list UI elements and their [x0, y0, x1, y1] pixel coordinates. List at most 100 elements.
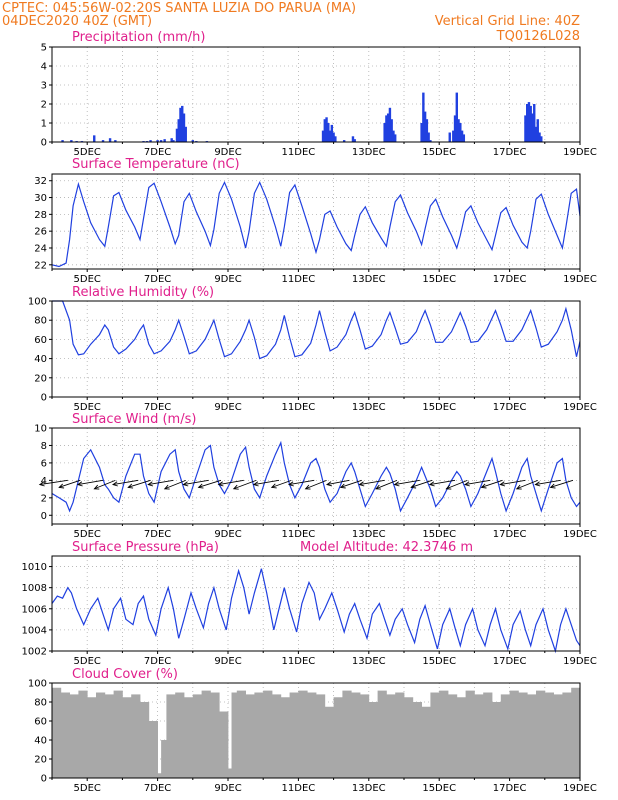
wind-vector-head [217, 481, 224, 487]
temperature-xtick-label: 17DEC [493, 274, 527, 285]
precip-bar [108, 138, 112, 142]
precip-bar [327, 123, 330, 142]
humidity-ytick-label: 0 [41, 393, 47, 404]
cloud-bar [395, 692, 405, 778]
cloud-ytick-label: 0 [41, 774, 47, 785]
precipitation-ytick-label: 4 [41, 62, 47, 73]
precip-bar [423, 111, 427, 142]
cloud-xtick-label: 5DEC [74, 783, 101, 794]
precip-bar [163, 139, 166, 142]
cloud-xtick-label: 13DEC [352, 783, 386, 794]
humidity-frame [51, 300, 581, 398]
temperature-title: Surface Temperature (nC) [72, 157, 240, 172]
precip-bar [429, 140, 432, 142]
pressure-ytick-label: 1008 [22, 583, 47, 594]
precip-bar [533, 104, 536, 142]
cloud-bar [456, 697, 466, 778]
wind-xtick-label: 5DEC [74, 529, 101, 540]
cloud-bar [104, 694, 114, 778]
humidity-xtick-label: 7DEC [144, 402, 171, 413]
cloud-bar [430, 692, 440, 778]
wind-vector [429, 479, 456, 486]
cloud-bar [175, 692, 185, 778]
wind-vector [550, 479, 574, 488]
temperature-ytick-label: 22 [34, 260, 47, 271]
wind-ytick-label: 8 [41, 441, 47, 452]
humidity-ytick-label: 80 [34, 316, 47, 327]
temperature-frame [51, 173, 581, 270]
wind-vector-head [38, 481, 45, 487]
precip-bar [524, 115, 527, 142]
precip-bar [383, 123, 386, 142]
cloud-bar [518, 692, 528, 778]
precip-bar [386, 113, 390, 142]
cloud-bar [412, 702, 422, 778]
cloud-bar [60, 692, 70, 778]
wind-vector-head [197, 483, 204, 489]
humidity-xtick-label: 5DEC [74, 402, 101, 413]
precip-bar [427, 132, 430, 142]
pressure-xtick-label: 11DEC [282, 656, 316, 667]
precip-bar [460, 130, 464, 142]
cloud-bar [272, 694, 282, 778]
pressure-ytick-label: 1006 [22, 604, 47, 615]
wind-vector-head [111, 481, 118, 487]
precip-bar [453, 115, 457, 142]
precip-bar [388, 107, 392, 142]
cloud-title: Cloud Cover (%) [72, 667, 178, 682]
pressure-xtick-label: 5DEC [74, 656, 101, 667]
wind-ytick-label: 2 [41, 493, 47, 504]
pressure-ytick-label: 1004 [22, 625, 47, 636]
wind-vector-head [358, 481, 365, 487]
wind-xtick-label: 19DEC [563, 529, 597, 540]
precip-bar [534, 126, 538, 142]
precipitation-ytick-label: 1 [41, 119, 47, 130]
temperature-ytick-label: 24 [34, 243, 47, 254]
cloud-xtick-label: 9DEC [214, 783, 241, 794]
cloud-xtick-label: 15DEC [422, 783, 456, 794]
cloud-bar [298, 690, 308, 778]
wind-vector [288, 479, 315, 486]
precip-bar [330, 124, 334, 142]
cloud-bar [368, 702, 378, 778]
precip-bar [175, 128, 179, 142]
humidity-ytick-label: 60 [34, 335, 47, 346]
precip-bar [172, 140, 175, 142]
temperature-xtick-label: 5DEC [74, 274, 101, 285]
wind-vector [253, 479, 280, 486]
precip-bar [325, 117, 328, 142]
wind-vector-head [515, 484, 522, 490]
humidity-xtick-label: 15DEC [422, 402, 456, 413]
cloud-bar [439, 690, 449, 778]
humidity-xtick-label: 19DEC [563, 402, 597, 413]
cloud-bar [161, 740, 171, 778]
precipitation-ytick-label: 0 [41, 138, 47, 149]
cloud-bar [148, 721, 158, 778]
cloud-bar [210, 692, 220, 778]
temperature-xtick-label: 15DEC [422, 274, 456, 285]
cloud-bar [483, 692, 493, 778]
cloud-bar [140, 702, 150, 778]
precipitation-ytick-label: 3 [41, 81, 47, 92]
precip-bar [455, 92, 458, 142]
cloud-bar [78, 690, 88, 778]
precipitation-xtick-label: 7DEC [144, 147, 171, 158]
cloud-ytick-label: 20 [34, 755, 47, 766]
wind-ytick-label: 0 [41, 511, 47, 522]
precip-bar [334, 136, 337, 142]
wind-vector-head [534, 481, 541, 487]
precipitation-xtick-label: 19DEC [563, 147, 597, 158]
wind-vector-head [549, 483, 556, 489]
precip-bar [536, 119, 539, 142]
cloud-bar [448, 694, 458, 778]
pressure-xtick-label: 13DEC [352, 656, 386, 667]
precip-bar [156, 140, 159, 142]
cloud-xtick-label: 11DEC [282, 783, 316, 794]
temperature-xtick-label: 7DEC [144, 274, 171, 285]
cloud-bar [192, 694, 202, 778]
humidity-xtick-label: 11DEC [282, 402, 316, 413]
wind-vector [198, 479, 222, 488]
wind-vector [183, 479, 209, 486]
precipitation-frame [51, 46, 581, 143]
pressure-line [51, 568, 581, 654]
